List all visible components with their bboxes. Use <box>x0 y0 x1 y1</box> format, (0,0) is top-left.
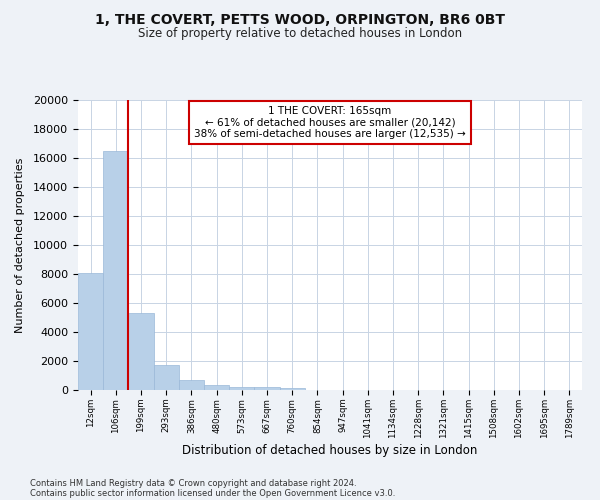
Text: Contains HM Land Registry data © Crown copyright and database right 2024.: Contains HM Land Registry data © Crown c… <box>30 478 356 488</box>
Bar <box>103 151 128 390</box>
Text: 1 THE COVERT: 165sqm
← 61% of detached houses are smaller (20,142)
38% of semi-d: 1 THE COVERT: 165sqm ← 61% of detached h… <box>194 106 466 139</box>
Bar <box>229 386 254 390</box>
Bar <box>204 385 229 390</box>
Y-axis label: Number of detached properties: Number of detached properties <box>15 158 25 332</box>
Bar <box>254 388 280 390</box>
Text: Size of property relative to detached houses in London: Size of property relative to detached ho… <box>138 28 462 40</box>
X-axis label: Distribution of detached houses by size in London: Distribution of detached houses by size … <box>182 444 478 456</box>
Bar <box>78 272 103 390</box>
Text: 1, THE COVERT, PETTS WOOD, ORPINGTON, BR6 0BT: 1, THE COVERT, PETTS WOOD, ORPINGTON, BR… <box>95 12 505 26</box>
Bar <box>154 364 179 390</box>
Bar <box>128 313 154 390</box>
Bar <box>179 380 204 390</box>
Text: Contains public sector information licensed under the Open Government Licence v3: Contains public sector information licen… <box>30 488 395 498</box>
Bar <box>280 388 305 390</box>
